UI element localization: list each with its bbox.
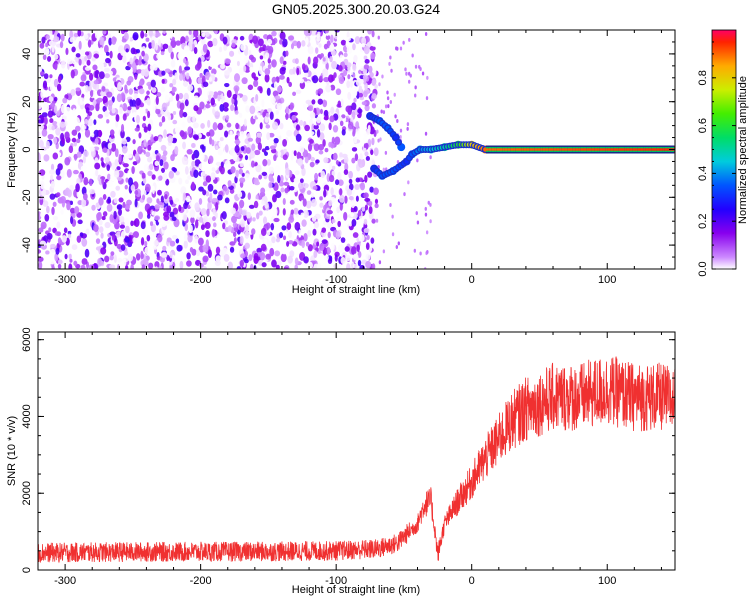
y-tick-label: 6000	[21, 327, 33, 351]
colorbar-tick-label: 0.8	[697, 70, 709, 85]
x-tick-label: -300	[54, 575, 76, 587]
colorbar-tick-label: 0.0	[697, 261, 709, 276]
snr-xlabel: Height of straight line (km)	[292, 584, 420, 596]
signal-track	[366, 112, 675, 180]
y-tick-label: -20	[21, 189, 33, 205]
x-tick-label: 0	[469, 575, 475, 587]
colorbar-axis: 0.0 0.2 0.4 0.6 0.8	[697, 41, 736, 277]
figure-title: GN05.2025.300.20.03.G24	[272, 1, 440, 17]
spectrogram-image	[38, 30, 675, 269]
spectrogram-ylabel: Frequency (Hz)	[6, 112, 18, 188]
x-tick-label: 0	[469, 274, 475, 286]
x-tick-label: -300	[54, 274, 76, 286]
y-tick-label: 40	[21, 48, 33, 60]
x-tick-label: -100	[325, 274, 347, 286]
y-tick-label: 2000	[21, 481, 33, 505]
x-tick-label: 100	[598, 575, 616, 587]
colorbar: 0.0 0.2 0.4 0.6 0.8 Normalized spectral ampl…	[697, 29, 749, 277]
colorbar-tick-label: 0.4	[697, 166, 709, 181]
y-tick-label: -40	[21, 237, 33, 253]
snr-ylabel: SNR (10 * v/v)	[6, 416, 18, 486]
y-tick-label: 4000	[21, 404, 33, 428]
spectrogram-xlabel: Height of straight line (km)	[292, 284, 420, 296]
y-tick-label: 0	[21, 146, 33, 152]
y-tick-label: 0	[21, 567, 33, 573]
noise-speckle	[38, 30, 432, 269]
x-tick-label: 100	[598, 274, 616, 286]
colorbar-tick-label: 0.2	[697, 214, 709, 229]
y-tick-label: 20	[21, 96, 33, 108]
x-tick-label: -200	[190, 274, 212, 286]
snr-series-line	[38, 356, 675, 564]
x-tick-label: -200	[190, 575, 212, 587]
x-tick-label: -100	[325, 575, 347, 587]
colorbar-gradient	[712, 30, 736, 269]
colorbar-label: Normalized spectral amplitude	[737, 76, 749, 224]
colorbar-tick-label: 0.6	[697, 118, 709, 133]
snr-frame	[37, 331, 676, 571]
